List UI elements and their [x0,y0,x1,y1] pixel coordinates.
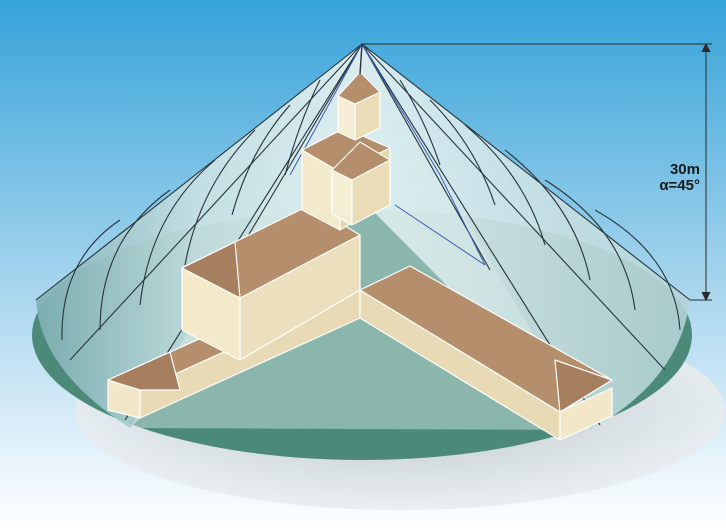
tower-lower-roof [301,127,391,173]
building [107,43,613,441]
spire-block-roof [331,141,391,181]
cone-mesh [35,43,691,426]
left-wing-end-roof [107,351,181,391]
protection-cone-right [362,44,690,430]
middle-block-hip [181,241,241,299]
protection-cone-left [36,44,362,428]
height-dimension [362,42,712,302]
right-wing-end-roof [554,359,613,413]
angle-label: α=45° [659,177,700,194]
spire-top-roof [337,71,381,105]
lightning-rod [359,43,363,75]
right-wing-end-wall [559,387,613,441]
height-label: 30m [670,161,700,178]
